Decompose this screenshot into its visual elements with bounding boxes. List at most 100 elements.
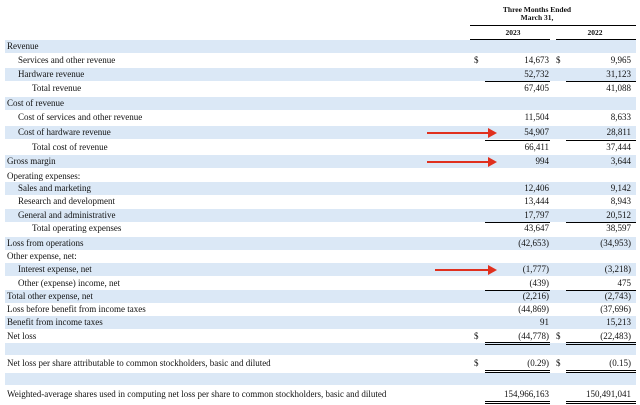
value-2022: (2,743) (604, 291, 631, 301)
statement-row: Research and development 13,444 8,943 (5, 195, 636, 208)
statement-row: General and administrative 17,797 20,512 (5, 209, 636, 222)
statement-row: Other (expense) income, net (439) 475 (5, 277, 636, 290)
value-2023: 14,673 (524, 55, 549, 65)
statement-row: Cost of services and other revenue 11,504… (5, 111, 636, 124)
total-rule (566, 401, 636, 404)
total-rule (566, 370, 636, 373)
value-2023: (44,869) (518, 304, 549, 314)
total-rule (485, 140, 550, 141)
value-2022: 8,633 (610, 112, 631, 122)
value-2023: 17,797 (524, 210, 549, 220)
row-label: Gross margin (7, 156, 56, 166)
statement-row: Services and other revenue $14,673 $9,965 (5, 54, 636, 67)
value-2022: 9,142 (610, 183, 631, 193)
row-label: Cost of services and other revenue (18, 112, 143, 122)
value-2023: 91 (540, 317, 549, 327)
total-rule (566, 290, 636, 291)
statement-row: Hardware revenue 52,732 31,123 (5, 68, 636, 81)
value-2022: (37,696) (600, 304, 631, 314)
value-2023: (2,216) (522, 291, 549, 301)
total-rule (485, 222, 550, 223)
value-2022: 28,811 (606, 127, 631, 137)
value-2023: (42,653) (518, 238, 549, 248)
value-2023: 43,647 (524, 223, 549, 233)
statement-row: Loss before benefit from income taxes (44… (5, 303, 636, 316)
statement-row: Cost of hardware revenue 54,907 28,811 (5, 126, 636, 139)
year-2023-header: 2023 (505, 28, 521, 37)
header-rule (470, 25, 636, 26)
year-rule-2022 (556, 39, 636, 40)
value-2022: (34,953) (600, 238, 631, 248)
total-rule (566, 222, 636, 223)
red-arrow-icon (427, 157, 497, 167)
row-label: Loss before benefit from income taxes (7, 304, 146, 314)
currency-symbol-2022: $ (556, 55, 561, 65)
total-rule (485, 370, 550, 373)
row-label: Total revenue (32, 83, 82, 93)
statement-row: Total revenue 67,405 41,088 (5, 82, 636, 95)
period-header-line1: Three Months Ended (502, 5, 572, 14)
red-arrow-icon (427, 128, 497, 138)
total-rule (566, 81, 636, 82)
value-2022: 37,444 (606, 142, 631, 152)
currency-symbol-2023: $ (474, 55, 479, 65)
row-label: Total cost of revenue (32, 142, 108, 152)
value-2023: 67,405 (524, 83, 549, 93)
value-2022: (0.15) (609, 358, 631, 368)
total-rule (485, 81, 550, 82)
currency-symbol-2023: $ (474, 331, 479, 341)
row-label: Cost of revenue (7, 98, 64, 108)
year-2022-header: 2022 (587, 28, 603, 37)
statement-row: Revenue (5, 40, 636, 53)
row-label: Other expense, net: (7, 251, 77, 261)
statement-row: Loss from operations (42,653) (34,953) (5, 237, 636, 250)
row-label: Cost of hardware revenue (18, 127, 111, 137)
value-2023: 12,406 (524, 183, 549, 193)
total-rule (485, 290, 550, 291)
value-2023: 11,504 (524, 112, 549, 122)
row-label: Services and other revenue (18, 55, 116, 65)
row-label: Other (expense) income, net (18, 278, 120, 288)
value-2022: 475 (617, 278, 632, 288)
value-2023: (44,778) (518, 331, 549, 341)
statement-row: Benefit from income taxes 91 15,213 (5, 316, 636, 329)
statement-row: Total other expense, net (2,216) (2,743) (5, 290, 636, 303)
value-2023: 154,966,163 (504, 389, 549, 399)
value-2023: (439) (529, 278, 550, 288)
row-label: Weighted-average shares used in computin… (7, 389, 387, 399)
statement-row (5, 343, 636, 355)
row-label: Operating expenses: (7, 171, 81, 181)
statement-row: Other expense, net: (5, 250, 636, 263)
value-2023: 13,444 (524, 196, 549, 206)
total-rule (485, 401, 550, 404)
value-2022: 8,943 (610, 196, 631, 206)
total-rule (485, 342, 550, 345)
value-2022: 20,512 (606, 210, 631, 220)
currency-symbol-2022: $ (556, 358, 561, 368)
period-header: Three Months Ended March 31, (487, 6, 587, 22)
red-arrow-icon (435, 265, 497, 275)
row-label: Total operating expenses (32, 223, 122, 233)
statement-row: Operating expenses: (5, 170, 636, 183)
value-2022: 41,088 (606, 83, 631, 93)
row-label: Interest expense, net (18, 264, 92, 274)
statement-row: Interest expense, net (1,777) (3,218) (5, 263, 636, 276)
value-2022: (3,218) (604, 264, 631, 274)
value-2023: 54,907 (524, 127, 549, 137)
statement-row: Gross margin 994 3,644 (5, 155, 636, 168)
row-label: Net loss (7, 331, 37, 341)
value-2022: 9,965 (610, 55, 631, 65)
statement-row: Total cost of revenue 66,411 37,444 (5, 141, 636, 154)
row-label: Research and development (18, 196, 115, 206)
row-label: Benefit from income taxes (7, 317, 103, 327)
row-label: General and administrative (18, 210, 116, 220)
year-rule-2023 (470, 39, 550, 40)
row-label: Hardware revenue (18, 69, 85, 79)
row-label: Revenue (7, 41, 39, 51)
currency-symbol-2022: $ (556, 331, 561, 341)
row-label: Sales and marketing (18, 183, 91, 193)
statement-row: Total operating expenses 43,647 38,597 (5, 222, 636, 235)
value-2023: (0.29) (527, 358, 549, 368)
statement-row: Sales and marketing 12,406 9,142 (5, 182, 636, 195)
